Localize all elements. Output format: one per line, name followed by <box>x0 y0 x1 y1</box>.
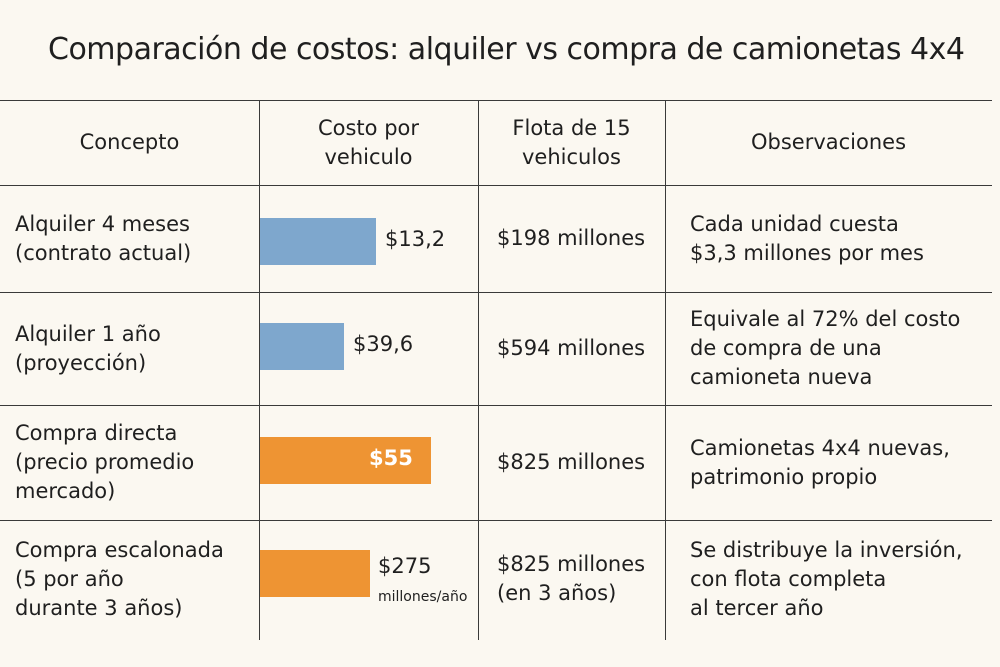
row-divider <box>0 520 992 521</box>
bar-value-label: $39,6 <box>353 332 414 356</box>
table-row-concepto: Compra directa (precio promedio mercado) <box>15 421 195 503</box>
row-divider <box>0 292 992 293</box>
bar-value-label: $55 <box>369 446 413 470</box>
header-costo: Costo por vehiculo <box>317 115 420 169</box>
column-divider <box>478 100 479 640</box>
table-row-observaciones: Cada unidad cuesta $3,3 millones por mes <box>690 211 924 265</box>
header-flota: Flota de 15 vehiculos <box>512 115 631 169</box>
table-row-flota: $825 millones <box>497 450 646 474</box>
bar-unit-label: millones/año <box>378 589 468 605</box>
table-row-observaciones: Camionetas 4x4 nuevas, patrimonio propio <box>690 435 950 489</box>
table-row-flota: $594 millones <box>497 336 646 360</box>
table-row-observaciones: Se distribuye la inversión, con flota co… <box>690 537 963 620</box>
bar-3 <box>260 436 431 484</box>
bar-4 <box>260 549 370 597</box>
bar-1 <box>260 217 376 265</box>
bar-value-label: $13,2 <box>385 227 446 251</box>
table-row-concepto: Compra escalonada (5 por año durante 3 a… <box>15 537 224 620</box>
header-divider <box>0 185 992 186</box>
page-title: Comparación de costos: alquiler vs compr… <box>48 32 965 67</box>
table-row-flota: $198 millones <box>497 226 646 250</box>
bar-value-label: $275 <box>378 554 432 578</box>
table-top-border <box>0 100 992 101</box>
row-divider <box>0 405 992 406</box>
table-row-concepto: Alquiler 1 año (proyección) <box>15 321 161 375</box>
table-row-flota: $825 millones (en 3 años) <box>497 552 646 605</box>
table-row-observaciones: Equivale al 72% del costo de compra de u… <box>690 307 961 389</box>
bar-2 <box>260 322 344 370</box>
column-divider <box>665 100 666 640</box>
header-observaciones: Observaciones <box>750 130 907 154</box>
column-divider <box>259 100 260 640</box>
header-concepto: Concepto <box>79 130 180 154</box>
table-row-concepto: Alquiler 4 meses (contrato actual) <box>15 211 192 265</box>
